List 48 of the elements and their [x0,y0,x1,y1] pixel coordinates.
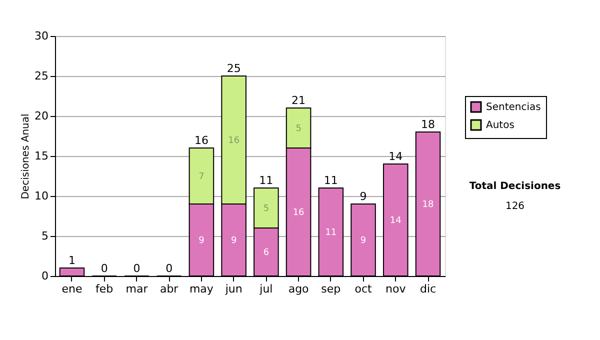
x-tick-label: feb [96,282,114,296]
text: Total Decisiones [469,181,561,192]
data-label: 5 [263,204,270,214]
total-label: 1 [68,254,76,267]
data-label: 6 [263,248,270,258]
y-tick-label: 30 [34,30,48,42]
total-label: 14 [388,150,403,163]
data-label: 16 [228,136,240,146]
y-tick-label: 10 [34,190,48,202]
total-label: 11 [324,174,338,187]
data-label: 9 [198,236,205,246]
y-axis-title: Decisiones Anual [20,114,32,200]
data-label: 16 [292,208,305,218]
data-label: 11 [325,228,337,238]
total-label: 0 [100,262,108,275]
legend-label: Autos [486,120,514,131]
y-tick-label: 0 [42,270,48,282]
x-tick-label: abr [160,282,179,296]
data-label: 9 [230,236,237,246]
y-tick-label: 15 [34,150,48,162]
y-tick-label: 5 [42,230,48,242]
x-tick-label: dic [420,282,436,296]
total-label: 0 [166,262,173,275]
x-tick-label: jul [258,282,273,296]
x-tick-label: mar [126,282,148,296]
total-label: 25 [226,62,241,75]
total-label: 11 [259,174,274,187]
x-tick-label: jun [224,282,242,296]
x-tick-label: oct [354,282,373,296]
data-label: 5 [296,124,302,134]
legend-label: Sentencias [486,102,541,113]
x-tick-label: may [189,282,214,296]
data-label: 9 [360,236,366,246]
data-label: 7 [198,172,204,182]
total-label: 18 [421,118,436,131]
total-label: 21 [292,94,306,107]
x-tick-label: ago [288,282,310,296]
total-label: 16 [194,134,208,147]
x-tick-label: nov [386,282,406,296]
total-label: 0 [133,262,140,275]
x-tick-label: ene [62,282,82,296]
y-tick-label: 25 [34,70,48,82]
y-tick-label: 20 [34,110,48,122]
x-tick-label: sep [321,282,341,296]
data-label: 18 [422,200,434,210]
text: 126 [505,201,525,212]
data-label: 14 [390,216,402,226]
total-label: 9 [360,190,367,203]
